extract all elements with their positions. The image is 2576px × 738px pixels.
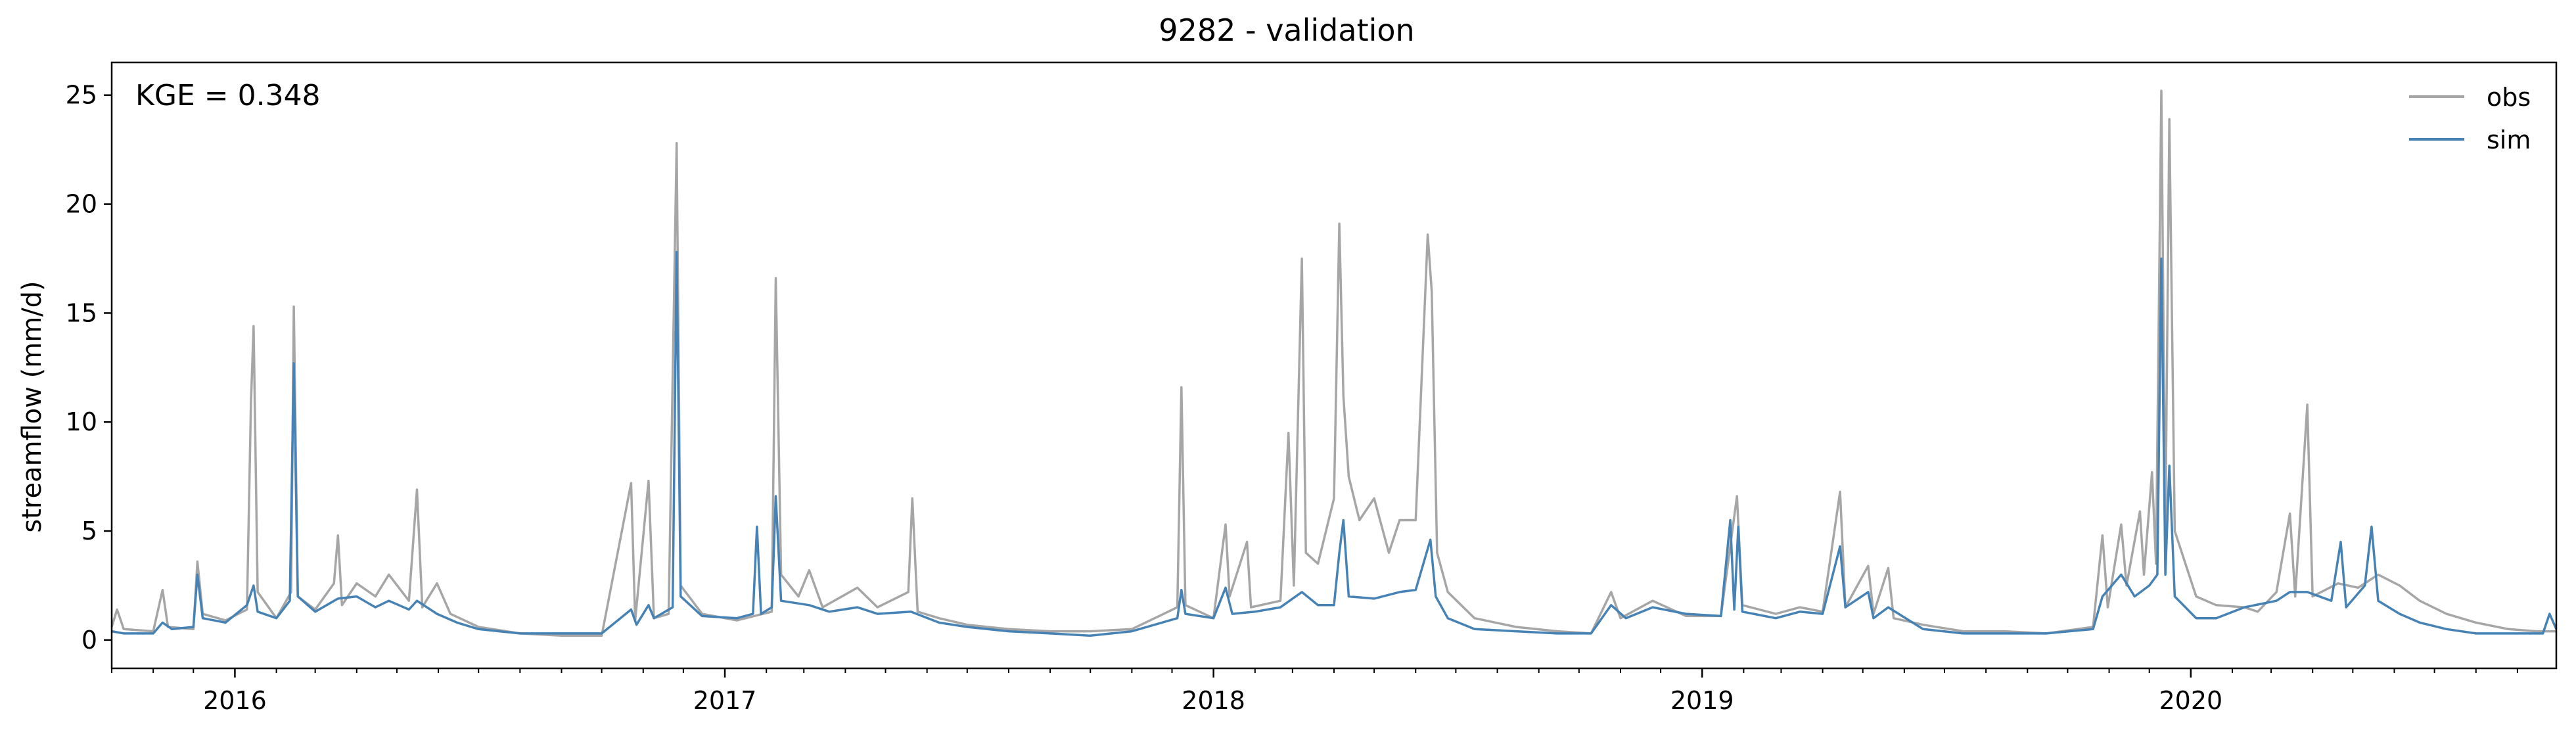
series-line-sim [111, 250, 2558, 637]
y-tick-label: 10 [66, 407, 97, 436]
legend-label-obs: obs [2487, 83, 2531, 112]
y-tick-label: 25 [66, 81, 97, 110]
x-tick-label: 2018 [1182, 686, 1245, 715]
y-tick-label: 20 [66, 190, 97, 219]
legend: obs sim [2409, 83, 2531, 154]
y-tick-label: 5 [81, 517, 97, 545]
y-tick-label: 15 [66, 298, 97, 327]
legend-label-sim: sim [2487, 126, 2531, 154]
chart-title: 9282 - validation [1159, 12, 1414, 48]
x-tick-label: 2016 [203, 686, 267, 715]
plot-frame [110, 61, 2558, 670]
kge-annotation: KGE = 0.348 [135, 79, 321, 112]
y-axis-label: streamflow (mm/d) [17, 281, 47, 532]
x-tick-label: 2017 [693, 686, 757, 715]
x-tick-label: 2019 [1670, 686, 1734, 715]
y-tick-label: 0 [81, 626, 97, 655]
x-tick-label: 2020 [2159, 686, 2222, 715]
series-line-obs [110, 89, 2556, 637]
plot-area: 0 5 10 15 20 25 2016 2017 2018 2019 2020 [66, 81, 2558, 715]
